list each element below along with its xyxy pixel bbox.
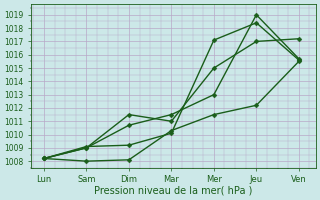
X-axis label: Pression niveau de la mer( hPa ): Pression niveau de la mer( hPa ): [94, 186, 253, 196]
